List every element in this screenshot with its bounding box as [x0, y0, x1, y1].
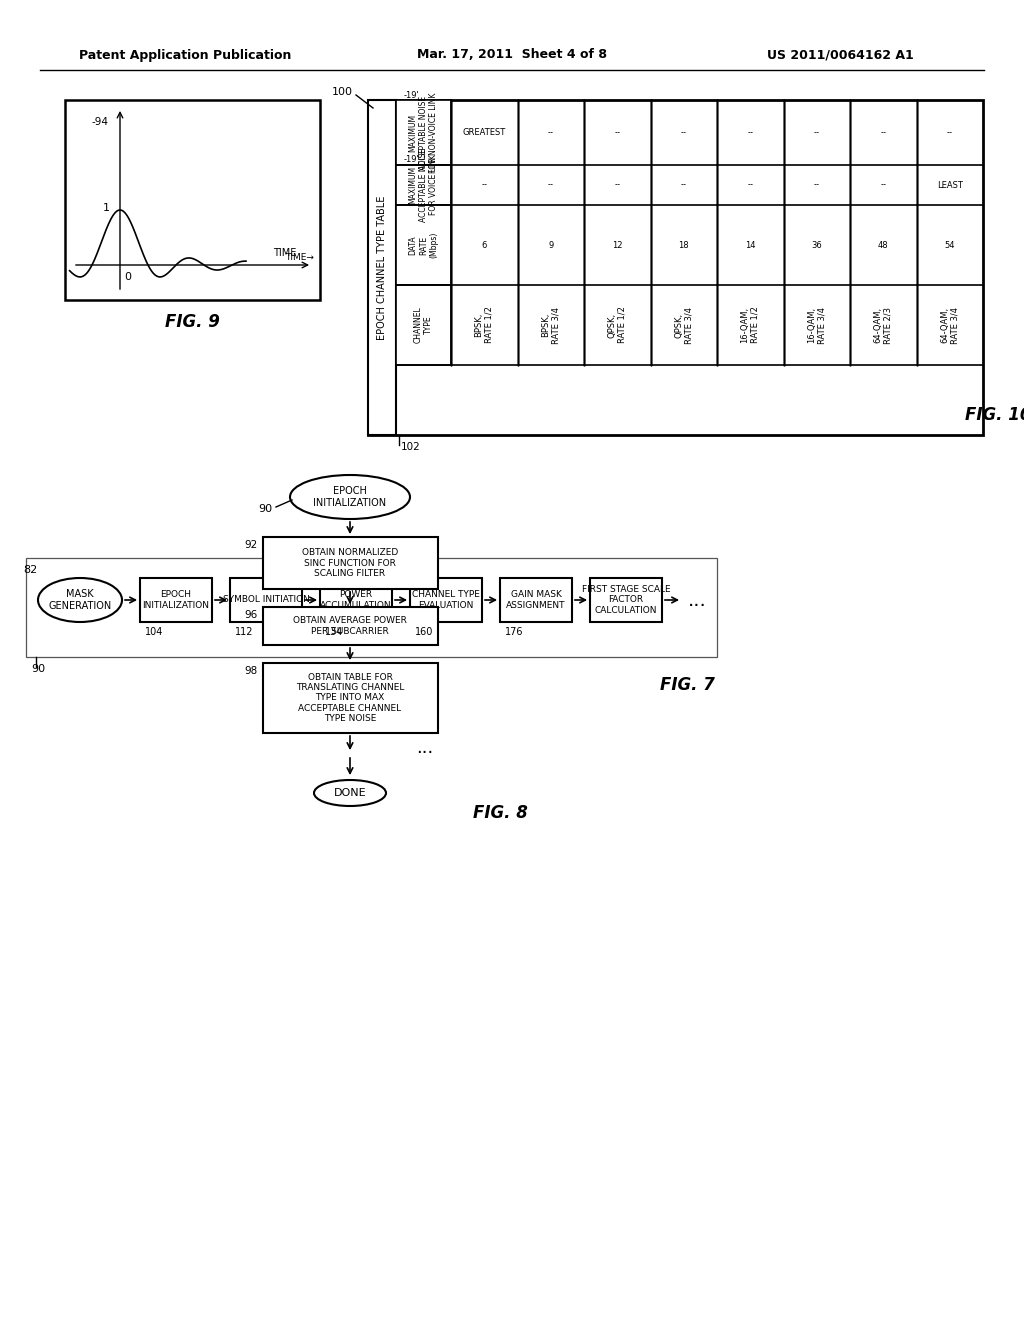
Text: --: --	[947, 128, 952, 137]
Text: DONE: DONE	[334, 788, 367, 799]
Text: EPOCH CHANNEL TYPE TABLE: EPOCH CHANNEL TYPE TABLE	[377, 195, 387, 339]
Text: --: --	[614, 128, 621, 137]
Text: FIRST STAGE SCALE
FACTOR
CALCULATION: FIRST STAGE SCALE FACTOR CALCULATION	[582, 585, 671, 615]
Text: 6: 6	[481, 240, 487, 249]
Text: US 2011/0064162 A1: US 2011/0064162 A1	[767, 49, 913, 62]
Text: 9: 9	[548, 240, 553, 249]
Text: FIG. 9: FIG. 9	[165, 313, 220, 331]
Text: 12: 12	[612, 240, 623, 249]
Text: --: --	[481, 181, 487, 190]
Text: 16-QAM,
RATE 3/4: 16-QAM, RATE 3/4	[807, 306, 826, 343]
Text: EPOCH
INITIALIZATION: EPOCH INITIALIZATION	[142, 590, 210, 610]
Text: 98: 98	[245, 667, 257, 676]
Bar	[396, 285, 451, 366]
Bar	[65, 100, 319, 300]
Text: ...: ...	[417, 739, 433, 756]
Ellipse shape	[314, 780, 386, 807]
Text: 112: 112	[234, 627, 254, 638]
Text: --: --	[748, 181, 754, 190]
Text: MAXIMUM
ACCEPTABLE NOISE
FOR VOICE LINK: MAXIMUM ACCEPTABLE NOISE FOR VOICE LINK	[409, 148, 438, 222]
Text: ...: ...	[688, 590, 707, 610]
Bar	[396, 100, 451, 165]
Bar	[590, 578, 662, 622]
Text: TIME: TIME	[273, 248, 297, 257]
Text: QPSK,
RATE 3/4: QPSK, RATE 3/4	[674, 306, 693, 343]
Text: 134: 134	[325, 627, 343, 638]
Text: POWER
ACCUMULATION: POWER ACCUMULATION	[321, 590, 392, 610]
Text: 14: 14	[745, 240, 756, 249]
Text: 102: 102	[401, 442, 421, 451]
Text: LEAST: LEAST	[937, 181, 963, 190]
Bar	[262, 663, 437, 733]
Text: QPSK,
RATE 1/2: QPSK, RATE 1/2	[607, 306, 627, 343]
Bar	[262, 537, 437, 589]
Text: GREATEST: GREATEST	[463, 128, 506, 137]
Text: Patent Application Publication: Patent Application Publication	[79, 49, 291, 62]
Bar	[262, 607, 437, 645]
Text: 90: 90	[258, 504, 272, 513]
Bar	[368, 100, 396, 436]
Text: TIME→: TIME→	[286, 252, 314, 261]
Text: -19': -19'	[404, 91, 420, 99]
Ellipse shape	[38, 578, 122, 622]
Text: 54: 54	[944, 240, 955, 249]
Text: 36: 36	[811, 240, 822, 249]
Text: BPSK,
RATE 3/4: BPSK, RATE 3/4	[541, 306, 560, 343]
Text: --: --	[681, 181, 687, 190]
Text: 48: 48	[878, 240, 889, 249]
Text: 82: 82	[23, 565, 37, 576]
Text: --: --	[681, 128, 687, 137]
Bar	[368, 100, 983, 436]
Text: -94: -94	[91, 117, 108, 127]
Text: DATA
RATE
(Mbps): DATA RATE (Mbps)	[409, 232, 438, 259]
Bar	[230, 578, 302, 622]
Text: 100: 100	[332, 87, 353, 96]
Text: FIG. 8: FIG. 8	[472, 804, 527, 822]
Bar	[500, 578, 572, 622]
Text: 18: 18	[679, 240, 689, 249]
Text: --: --	[748, 128, 754, 137]
Text: OBTAIN NORMALIZED
SINC FUNCTION FOR
SCALING FILTER: OBTAIN NORMALIZED SINC FUNCTION FOR SCAL…	[302, 548, 398, 578]
Text: 64-QAM,
RATE 2/3: 64-QAM, RATE 2/3	[873, 306, 893, 343]
Text: 90: 90	[31, 664, 45, 675]
Text: 92: 92	[245, 540, 257, 550]
Text: MASK
GENERATION: MASK GENERATION	[48, 589, 112, 611]
Text: -19': -19'	[404, 156, 420, 165]
Text: --: --	[814, 181, 820, 190]
Text: 104: 104	[145, 627, 164, 638]
Bar	[26, 558, 717, 657]
Text: --: --	[814, 128, 820, 137]
Text: MAXIMUM
ACCEPTABLE NOISE
FOR NON-VOICE LINK: MAXIMUM ACCEPTABLE NOISE FOR NON-VOICE L…	[409, 92, 438, 173]
Text: SYMBOL INITIATION: SYMBOL INITIATION	[222, 595, 309, 605]
Text: CHANNEL TYPE
EVALUATION: CHANNEL TYPE EVALUATION	[412, 590, 480, 610]
Text: 96: 96	[245, 610, 257, 620]
Text: --: --	[548, 128, 554, 137]
Text: --: --	[614, 181, 621, 190]
Text: 1: 1	[103, 203, 110, 213]
Text: 176: 176	[505, 627, 523, 638]
Text: BPSK,
RATE 1/2: BPSK, RATE 1/2	[474, 306, 494, 343]
Text: 160: 160	[415, 627, 433, 638]
Ellipse shape	[290, 475, 410, 519]
Text: OBTAIN TABLE FOR
TRANSLATING CHANNEL
TYPE INTO MAX
ACCEPTABLE CHANNEL
TYPE NOISE: OBTAIN TABLE FOR TRANSLATING CHANNEL TYP…	[296, 673, 404, 723]
Text: --: --	[548, 181, 554, 190]
Text: GAIN MASK
ASSIGNMENT: GAIN MASK ASSIGNMENT	[506, 590, 565, 610]
Text: --: --	[881, 181, 886, 190]
Text: EPOCH
INITIALIZATION: EPOCH INITIALIZATION	[313, 486, 387, 508]
Text: 64-QAM,
RATE 3/4: 64-QAM, RATE 3/4	[940, 306, 959, 343]
Text: 16-QAM,
RATE 1/2: 16-QAM, RATE 1/2	[740, 306, 760, 343]
Text: FIG. 10: FIG. 10	[965, 407, 1024, 424]
Text: CHANNEL
TYPE: CHANNEL TYPE	[414, 306, 433, 343]
Bar	[140, 578, 212, 622]
Text: OBTAIN AVERAGE POWER
PER SUBCARRIER: OBTAIN AVERAGE POWER PER SUBCARRIER	[293, 616, 407, 636]
Bar	[319, 578, 392, 622]
Text: Mar. 17, 2011  Sheet 4 of 8: Mar. 17, 2011 Sheet 4 of 8	[417, 49, 607, 62]
Bar	[410, 578, 482, 622]
Text: 0: 0	[125, 272, 131, 282]
Bar	[396, 165, 451, 205]
Bar	[396, 205, 451, 285]
Text: --: --	[881, 128, 886, 137]
Text: FIG. 7: FIG. 7	[659, 676, 715, 694]
